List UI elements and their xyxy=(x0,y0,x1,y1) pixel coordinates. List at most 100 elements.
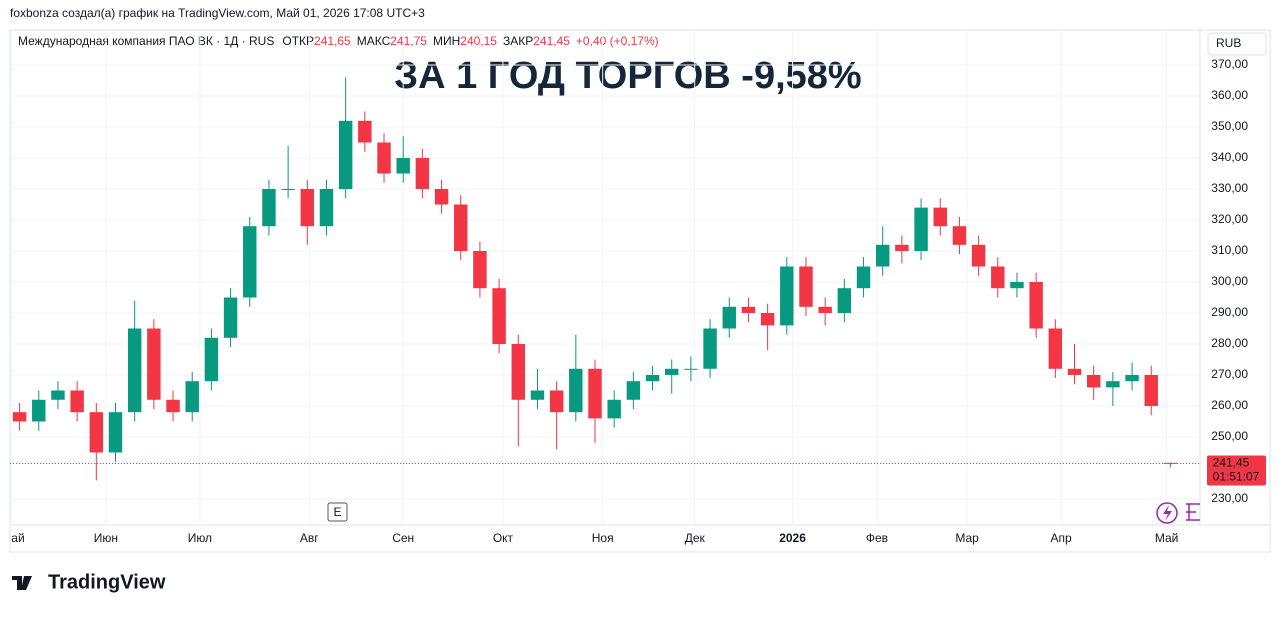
candle-body xyxy=(12,412,27,422)
currency: RUB xyxy=(1216,36,1241,50)
x-tick-label: Авг xyxy=(300,531,319,545)
y-tick-label: 270,00 xyxy=(1211,367,1248,381)
last-price-box xyxy=(1207,455,1266,486)
candle-body xyxy=(1067,368,1082,375)
x-tick-label: Апр xyxy=(1050,531,1072,545)
events-icon[interactable] xyxy=(1186,503,1200,521)
ohlc-value: 241,75 xyxy=(390,34,427,48)
candle-body xyxy=(607,399,621,419)
candle-body xyxy=(415,158,430,190)
symbol: Международная компания ПАО ВК · 1Д · RUS xyxy=(18,34,274,48)
candle-body xyxy=(588,368,602,419)
candle-body xyxy=(473,250,487,289)
candle-body xyxy=(760,312,775,326)
event-marker: E xyxy=(333,505,341,519)
x-tick-label: ай xyxy=(11,531,24,545)
x-tick-label: Фев xyxy=(866,531,888,545)
candle-body xyxy=(223,297,238,338)
ohlc-value: 240,15 xyxy=(460,34,497,48)
candle-body xyxy=(1048,328,1063,369)
candle-body xyxy=(454,204,468,251)
change: +0,40 (+0,17%) xyxy=(576,34,659,48)
candle-body xyxy=(1125,374,1139,382)
candle-body xyxy=(51,390,65,400)
y-tick-label: 290,00 xyxy=(1211,305,1248,319)
candle-body xyxy=(166,399,180,413)
candle-body xyxy=(875,244,890,267)
currency-box xyxy=(1207,32,1267,56)
candle-body xyxy=(799,266,813,307)
candle-body xyxy=(856,266,871,289)
candle-body xyxy=(684,368,698,370)
candle-body xyxy=(626,381,641,400)
symbol-legend: Международная компания ПАО ВК · 1Д · RUS… xyxy=(18,34,659,48)
ohlc-label: МИН xyxy=(433,34,460,48)
footer-logo: TradingView xyxy=(48,571,166,593)
last-price-label: 241,45 xyxy=(1213,456,1250,470)
candle-body xyxy=(204,337,219,382)
candle-body xyxy=(914,207,928,251)
candle-body xyxy=(434,189,449,205)
candle-body xyxy=(358,120,372,143)
y-tick-label: 310,00 xyxy=(1211,243,1248,257)
y-tick-label: 360,00 xyxy=(1211,88,1248,102)
candle-body xyxy=(1163,462,1178,464)
flash-icon[interactable] xyxy=(1156,502,1178,524)
candle-body xyxy=(549,390,564,413)
candle-body xyxy=(147,328,161,400)
attribution: foxbonza создал(а) график на TradingView… xyxy=(10,6,425,20)
y-tick-label: 340,00 xyxy=(1211,150,1248,164)
candle-body xyxy=(185,381,199,413)
candle-body xyxy=(665,368,679,375)
y-tick-label: 330,00 xyxy=(1211,181,1248,195)
candle-body xyxy=(338,120,353,190)
candle-body xyxy=(262,189,276,227)
candle-body xyxy=(530,390,545,400)
candle-body xyxy=(780,266,794,326)
x-tick-label: Мар xyxy=(955,531,979,545)
flash-glyph xyxy=(1163,505,1172,521)
event-box xyxy=(327,502,348,522)
chart-frame xyxy=(9,29,1271,553)
countdown: 01:51:07 xyxy=(1213,470,1260,484)
candle-body xyxy=(32,399,46,422)
y-tick-label: 230,00 xyxy=(1211,491,1248,505)
logo-icon xyxy=(12,576,32,590)
y-tick-label: 260,00 xyxy=(1211,398,1248,412)
x-tick-label: 2026 xyxy=(779,531,806,545)
y-tick-label: 280,00 xyxy=(1211,336,1248,350)
candle-body xyxy=(70,390,84,413)
candle-body xyxy=(300,189,315,227)
y-tick-label: 350,00 xyxy=(1211,119,1248,133)
x-tick-label: Май xyxy=(1155,531,1179,545)
candle-body xyxy=(319,189,334,227)
candle-body xyxy=(569,368,583,413)
candle-body xyxy=(1010,281,1024,289)
y-tick-label: 320,00 xyxy=(1211,212,1248,226)
plot: 230,00 250,00 260,00 270,00 280,00 290,00 300,… xyxy=(10,30,1266,545)
candle-body xyxy=(722,306,736,329)
candle-body xyxy=(281,189,295,191)
y-tick-label: 370,00 xyxy=(1211,57,1248,71)
candle-body xyxy=(645,374,660,382)
candle-body xyxy=(108,412,123,453)
candle-body xyxy=(991,266,1005,289)
candle-body xyxy=(703,328,717,369)
candle-body xyxy=(492,288,506,344)
x-tick-label: Ноя xyxy=(592,531,614,545)
x-tick-label: Сен xyxy=(392,531,414,545)
ohlc-value: 241,45 xyxy=(533,34,570,48)
candle-body xyxy=(511,343,525,400)
ohlc-label: ОТКР xyxy=(282,34,314,48)
candle-body xyxy=(127,328,142,413)
candle-body xyxy=(818,306,832,313)
candle-body xyxy=(377,142,391,174)
chart-title: ЗА 1 ГОД ТОРГОВ -9,58% xyxy=(394,55,861,97)
ohlc-value: 241,65 xyxy=(314,34,351,48)
x-tick-label: Июн xyxy=(94,531,118,545)
candle-body xyxy=(952,226,967,245)
x-tick-label: Окт xyxy=(493,531,514,545)
candle-body xyxy=(243,226,257,298)
ohlc-label: ЗАКР xyxy=(503,34,533,48)
ohlc-label: МАКС xyxy=(357,34,391,48)
